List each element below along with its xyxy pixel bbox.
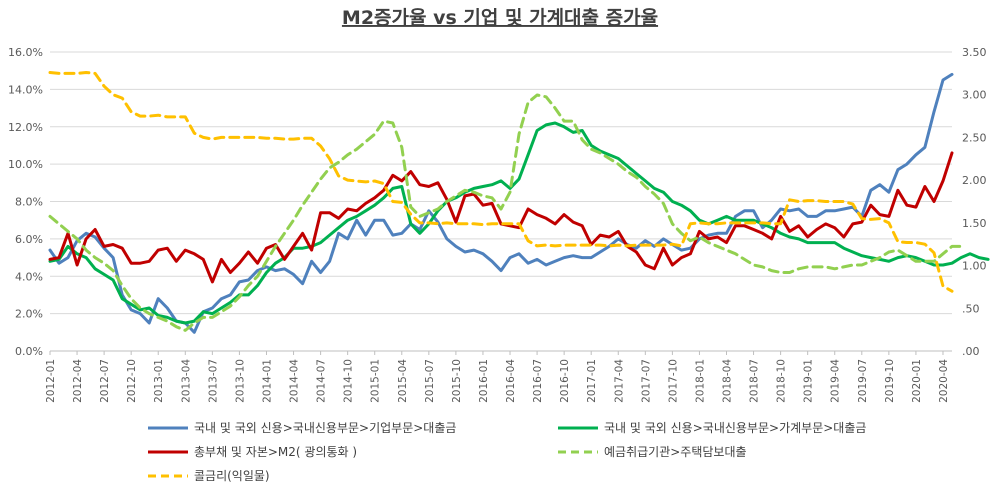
y-right-tick-label: .50 (962, 302, 980, 315)
y-left-tick-label: 6.0% (15, 233, 43, 246)
y-right-tick-label: 3.00 (962, 89, 987, 102)
x-tick-label: 2018-07 (749, 359, 761, 403)
y-right-tick-label: 1.50 (962, 217, 987, 230)
x-tick-label: 2019-01 (803, 359, 815, 403)
x-tick-label: 2015-10 (451, 359, 463, 403)
x-tick-label: 2014-10 (343, 359, 355, 403)
x-tick-label: 2017-01 (586, 359, 598, 403)
y-right-tick-label: 2.00 (962, 174, 987, 187)
x-tick-label: 2016-07 (532, 359, 544, 403)
x-tick-label: 2014-07 (316, 359, 328, 403)
x-tick-label: 2016-01 (478, 359, 490, 403)
x-tick-label: 2013-07 (207, 359, 219, 403)
x-tick-label: 2014-01 (261, 359, 273, 403)
series-layer (48, 71, 990, 334)
x-tick-label: 2012-10 (126, 359, 138, 403)
y-left-tick-label: 8.0% (15, 196, 43, 209)
x-tick-label: 2017-04 (613, 359, 625, 403)
legend-label-4: 예금취급기관>주택담보대출 (604, 445, 747, 459)
legend-label-2: 국내 및 국외 신용>국내신용부문>가계부문>대출금 (604, 421, 866, 435)
y-left-tick-label: 2.0% (15, 308, 43, 321)
chart-title: M2증가율 vs 기업 및 가계대출 증가율 (342, 7, 658, 29)
x-tick-label: 2016-10 (559, 359, 571, 403)
x-tick-label: 2012-04 (72, 359, 84, 403)
y-left-tick-label: 4.0% (15, 270, 43, 283)
y-left-tick-label: 14.0% (8, 83, 43, 96)
x-tick-label: 2018-01 (694, 359, 706, 403)
legend-label-3: 총부채 및 자본>M2( 광의통화 ) (194, 445, 357, 459)
series-line-3 (48, 151, 954, 284)
x-tick-label: 2020-04 (938, 359, 950, 403)
x-tick-label: 2013-04 (180, 359, 192, 403)
x-tick-label: 2019-10 (884, 359, 896, 403)
x-tick-label: 2019-07 (857, 359, 869, 403)
x-tick-label: 2018-10 (776, 359, 788, 403)
axis-layer: 0.0% 2.0% 4.0% 6.0% 8.0% 10.0% 12.0% 14.0% 16.0%… (8, 46, 986, 403)
x-tick-label: 2017-07 (640, 359, 652, 403)
legend: 국내 및 국외 신용>국내신용부문>기업부문>대출금 국내 및 국외 신용>국내신… (148, 421, 866, 483)
y-left-tick-label: 12.0% (8, 121, 43, 134)
x-tick-label: 2016-04 (505, 359, 517, 403)
series-line-2 (48, 121, 990, 325)
series-line-5 (48, 71, 954, 293)
x-tick-label: 2020-01 (911, 359, 923, 403)
x-tick-label: 2014-04 (289, 359, 301, 403)
x-tick-label: 2017-10 (667, 359, 679, 403)
y-right-tick-label: 2.50 (962, 131, 987, 144)
x-tick-label: 2013-01 (153, 359, 165, 403)
x-tick-label: 2012-01 (45, 359, 57, 403)
x-tick-label: 2015-04 (397, 359, 409, 403)
y-right-tick-label: 3.50 (962, 46, 987, 59)
legend-label-1: 국내 및 국외 신용>국내신용부문>기업부문>대출금 (194, 421, 456, 435)
y-right-tick-label: 1.00 (962, 260, 987, 273)
x-tick-label: 2012-07 (99, 359, 111, 403)
series-line-4 (48, 93, 963, 332)
x-tick-label: 2013-10 (234, 359, 246, 403)
legend-label-5: 콜금리(익일물) (194, 469, 270, 483)
y-right-tick-label: .00 (962, 345, 980, 358)
x-tick-label: 2015-01 (370, 359, 382, 403)
x-tick-label: 2015-07 (424, 359, 436, 403)
y-left-tick-label: 10.0% (8, 158, 43, 171)
x-tick-label: 2019-04 (830, 359, 842, 403)
y-left-tick-label: 16.0% (8, 46, 43, 59)
y-left-tick-label: 0.0% (15, 345, 43, 358)
x-tick-label: 2018-04 (722, 359, 734, 403)
